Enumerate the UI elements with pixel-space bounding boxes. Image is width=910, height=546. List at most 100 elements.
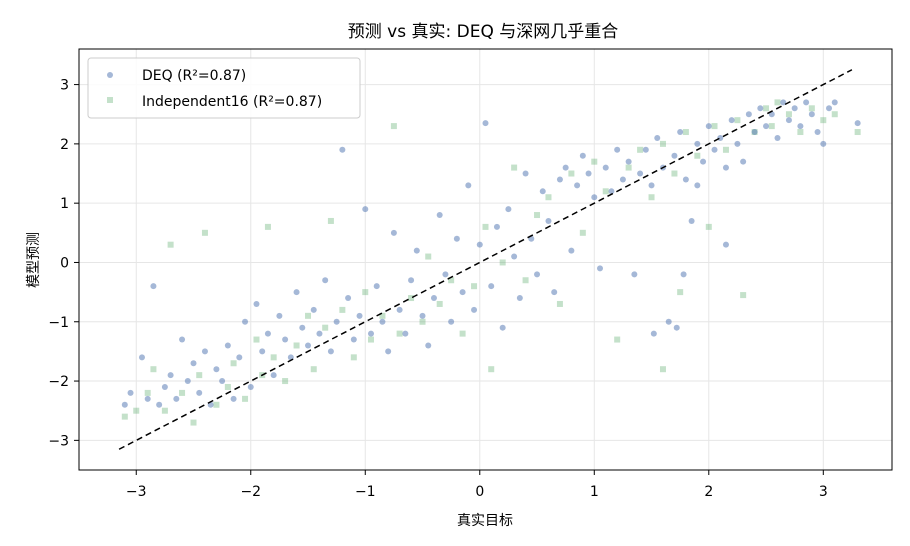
independent16-point: [711, 123, 718, 130]
x-axis-label: 真实目标: [457, 513, 513, 529]
deq-point: [482, 120, 489, 127]
deq-point: [579, 152, 586, 159]
deq-point: [814, 129, 821, 136]
deq-point: [362, 206, 369, 213]
deq-point: [305, 342, 312, 349]
deq-point: [339, 146, 346, 153]
deq-point: [728, 117, 735, 124]
deq-point: [608, 188, 615, 195]
independent16-point: [740, 292, 747, 299]
deq-point: [534, 271, 541, 278]
independent16-point: [230, 360, 237, 367]
deq-point: [648, 182, 655, 189]
independent16-point: [459, 330, 466, 337]
y-tick-label: 3: [60, 78, 69, 94]
deq-point: [757, 105, 764, 112]
independent16-point: [161, 407, 168, 414]
independent16-point: [419, 318, 426, 325]
independent16-point: [637, 146, 644, 153]
independent16-point: [568, 170, 575, 177]
deq-point: [345, 295, 352, 302]
deq-point: [734, 140, 741, 147]
deq-point: [826, 105, 833, 112]
x-tick-label: 2: [704, 484, 713, 500]
deq-point: [562, 164, 569, 171]
independent16-point: [167, 241, 174, 248]
independent16-point: [322, 324, 329, 331]
independent16-point: [488, 366, 495, 373]
deq-point: [367, 330, 374, 337]
deq-point: [173, 395, 180, 402]
deq-point: [763, 123, 770, 130]
deq-point: [831, 99, 838, 106]
deq-point: [196, 389, 203, 396]
independent16-point: [499, 259, 506, 266]
independent16-point: [396, 330, 403, 337]
independent16-point: [310, 366, 317, 373]
independent16-point: [327, 217, 334, 224]
x-tick-label: −3: [126, 484, 147, 500]
deq-point: [774, 134, 781, 141]
deq-point: [654, 134, 661, 141]
independent16-point: [379, 312, 386, 319]
legend: DEQ (R²=0.87) Independent16 (R²=0.87): [87, 57, 361, 119]
deq-point: [465, 182, 472, 189]
independent16-point: [614, 336, 621, 343]
independent16-point: [808, 105, 815, 112]
deq-point: [413, 247, 420, 254]
independent16-point: [682, 129, 689, 136]
deq-point: [574, 182, 581, 189]
deq-point: [711, 146, 718, 153]
deq-point: [677, 129, 684, 136]
legend-marker-deq: [107, 72, 113, 78]
deq-point: [820, 140, 827, 147]
deq-point: [310, 306, 317, 313]
deq-point: [673, 324, 680, 331]
grid-lines: [79, 49, 892, 470]
independent16-point: [579, 229, 586, 236]
deq-point: [442, 271, 449, 278]
deq-point: [722, 164, 729, 171]
deq-point: [425, 342, 432, 349]
independent16-point: [471, 283, 478, 290]
reference-diagonal-line: [118, 69, 853, 450]
deq-point: [585, 170, 592, 177]
independent16-point: [150, 366, 157, 373]
independent16-point: [831, 111, 838, 118]
deq-point: [396, 306, 403, 313]
deq-point: [665, 318, 672, 325]
independent16-point: [264, 223, 271, 230]
deq-point: [190, 360, 197, 367]
deq-point: [671, 152, 678, 159]
deq-point: [505, 206, 512, 213]
x-tick-label: 3: [819, 484, 828, 500]
x-tick-label: −2: [240, 484, 261, 500]
deq-point: [642, 146, 649, 153]
deq-point: [551, 289, 558, 296]
independent16-point: [694, 152, 701, 159]
legend-box: [87, 57, 361, 119]
deq-point: [390, 229, 397, 236]
x-tick-label: 1: [590, 484, 599, 500]
deq-point: [419, 312, 426, 319]
deq-point: [488, 283, 495, 290]
deq-point: [282, 336, 289, 343]
independent16-point: [179, 389, 186, 396]
independent16-point: [121, 413, 128, 420]
deq-point: [499, 324, 506, 331]
deq-point: [808, 111, 815, 118]
deq-point: [803, 99, 810, 106]
deq-point: [253, 300, 260, 307]
independent16-point: [270, 354, 277, 361]
y-tick-label: 2: [60, 137, 69, 153]
independent16-point: [774, 99, 781, 106]
deq-point: [402, 330, 409, 337]
deq-point: [597, 265, 604, 272]
deq-point: [184, 378, 191, 385]
deq-point: [459, 289, 466, 296]
independent16-point: [253, 336, 260, 343]
deq-point: [259, 348, 266, 355]
independent16-point: [797, 129, 804, 136]
independent16-point: [482, 223, 489, 230]
deq-point: [430, 295, 437, 302]
